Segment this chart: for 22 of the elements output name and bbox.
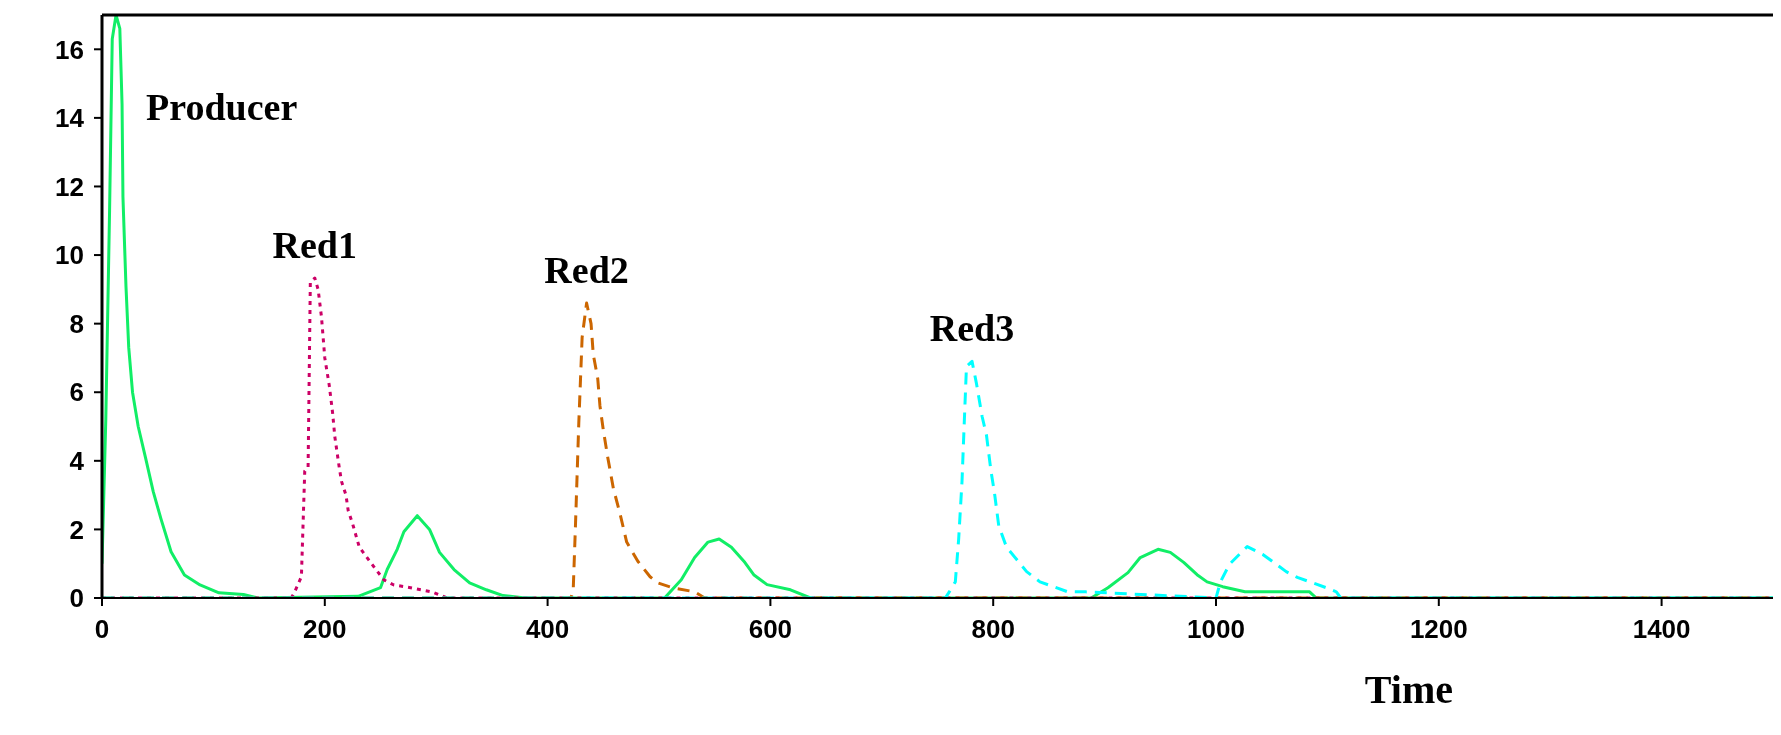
x-tick-label: 200 — [303, 614, 347, 645]
series-label: Producer — [146, 86, 298, 128]
series-label: Red1 — [272, 224, 357, 267]
x-tick-label: 600 — [748, 614, 793, 645]
x-tick-label: 400 — [525, 614, 570, 645]
y-tick-label: 16 — [55, 34, 84, 65]
y-tick-label: 12 — [55, 171, 84, 202]
x-tick-label: 800 — [971, 614, 1015, 645]
y-tick-label: 14 — [55, 103, 85, 134]
x-tick-label: 1200 — [1409, 614, 1468, 645]
y-tick-label: 4 — [69, 446, 85, 477]
y-tick-label: 10 — [55, 240, 84, 271]
y-tick-label: 0 — [69, 583, 84, 614]
x-tick-label: 0 — [94, 614, 110, 645]
series-label: Red2 — [544, 249, 629, 292]
x-tick-label: 1400 — [1632, 614, 1691, 645]
y-tick-label: 8 — [69, 308, 84, 339]
y-tick-label: 2 — [69, 514, 84, 545]
x-tick-label: 1000 — [1187, 614, 1245, 645]
x-axis-title: Time — [1364, 667, 1453, 712]
y-tick-label: 6 — [69, 377, 84, 408]
series-label: Red3 — [929, 307, 1015, 350]
